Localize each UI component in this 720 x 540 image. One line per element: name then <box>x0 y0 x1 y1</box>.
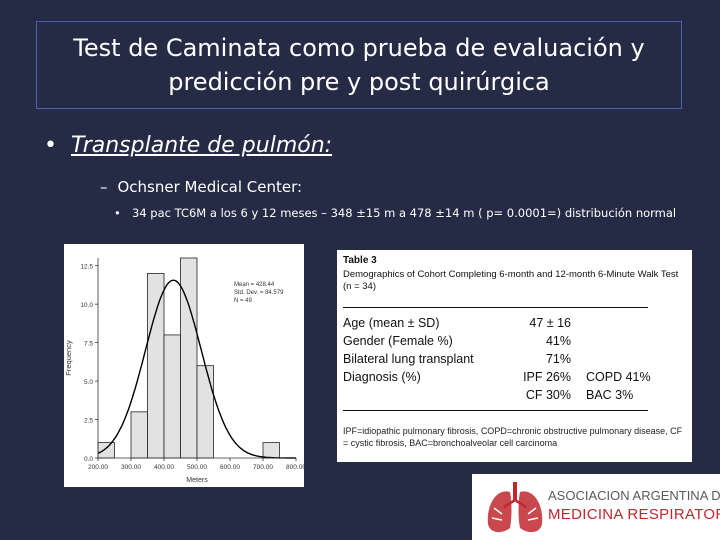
histogram-bar <box>163 334 181 459</box>
histogram-panel: 0.0 2.5 5.0 7.5 10.0 12.5 200.00 300.00 400.00 50… <box>64 244 306 487</box>
table-row: Age (mean ± SD) 47 ± 16 <box>343 316 678 332</box>
normal-curve <box>97 279 296 459</box>
x-tick-label: 800.00 <box>286 464 304 471</box>
x-axis-label: Meters <box>186 477 208 484</box>
x-tick-label: 600.00 <box>220 464 240 471</box>
y-tick-label: 2.5 <box>84 418 93 425</box>
row-value: 47 ± 16 <box>529 316 571 330</box>
histogram-bar <box>262 442 280 459</box>
stats-label: Std. Dev. = 84.579 <box>234 290 284 296</box>
lungs-icon <box>487 482 543 533</box>
table-row: CF 30% BAC 3% <box>343 388 678 404</box>
bullet-dot: • <box>44 133 57 158</box>
y-axis-label: Frequency <box>64 340 73 376</box>
histogram-bar <box>130 411 148 459</box>
association-logo: ASOCIACION ARGENTINA DE MEDICINA RESPIRA… <box>472 474 720 540</box>
row-label: Diagnosis (%) <box>343 370 421 384</box>
y-tick-label: 12.5 <box>80 264 93 271</box>
logo-line-1: ASOCIACION ARGENTINA DE <box>548 488 720 503</box>
y-tick-label: 10.0 <box>80 302 93 309</box>
bullet-ochsner: – Ochsner Medical Center: <box>100 178 302 196</box>
row-value: 71% <box>545 352 571 366</box>
slide-title-box: Test de Caminata como prueba de evaluaci… <box>36 21 682 109</box>
row-value-2: COPD 41% <box>586 370 651 384</box>
y-tick-label: 0.0 <box>84 456 93 463</box>
table-bottom-rule <box>343 410 648 411</box>
row-value: IPF 26% <box>523 370 571 384</box>
table-top-rule <box>343 307 648 308</box>
table-title: Table 3 <box>343 255 377 266</box>
row-label: Age (mean ± SD) <box>343 316 440 330</box>
bullet-lung-transplant: • Transplante de pulmón: <box>44 133 332 158</box>
bullet-ochsner-text: Ochsner Medical Center: <box>117 178 303 196</box>
histogram-chart: 0.0 2.5 5.0 7.5 10.0 12.5 200.00 300.00 400.00 50… <box>64 257 306 484</box>
histogram-bar <box>147 272 165 459</box>
x-tick-label: 700.00 <box>253 464 273 471</box>
bullet-dot-small: • <box>114 206 121 220</box>
table-caption: Demographics of Cohort Completing 6-mont… <box>343 269 679 292</box>
x-tick-label: 300.00 <box>121 464 141 471</box>
x-tick-label: 500.00 <box>187 464 207 471</box>
slide-title: Test de Caminata como prueba de evaluaci… <box>73 34 645 96</box>
stats-label: N = 49 <box>234 298 253 304</box>
table-row: Bilateral lung transplant 71% <box>343 352 678 368</box>
table-row: Gender (Female %) 41% <box>343 334 678 350</box>
x-tick-label: 400.00 <box>154 464 174 471</box>
x-tick-label: 200.00 <box>88 464 108 471</box>
bullet-dash: – <box>100 178 108 196</box>
row-value: CF 30% <box>525 388 571 402</box>
table-footnote: IPF=idiopathic pulmonary fibrosis, COPD=… <box>343 426 683 448</box>
y-tick-label: 5.0 <box>84 379 93 386</box>
stats-label: Mean = 428.44 <box>234 282 275 288</box>
row-value: 41% <box>545 334 571 348</box>
y-tick-label: 7.5 <box>84 341 93 348</box>
bullet-lung-transplant-text: Transplante de pulmón: <box>70 133 333 158</box>
logo-text: ASOCIACION ARGENTINA DE MEDICINA RESPIRA… <box>548 486 720 524</box>
histogram-bar <box>97 442 115 459</box>
bullet-results: • 34 pac TC6M a los 6 y 12 meses – 348 ±… <box>114 204 694 222</box>
histogram-bar <box>180 257 198 459</box>
logo-line-2: MEDICINA RESPIRATORIA <box>548 506 720 523</box>
row-label: Gender (Female %) <box>343 334 453 348</box>
histogram-bar <box>196 365 214 459</box>
row-value-2: BAC 3% <box>586 388 634 402</box>
table-row: Diagnosis (%) IPF 26% COPD 41% <box>343 370 678 386</box>
row-label: Bilateral lung transplant <box>343 352 474 366</box>
bullet-results-text: 34 pac TC6M a los 6 y 12 meses – 348 ±15… <box>132 206 677 220</box>
demographics-table: Table 3 Demographics of Cohort Completin… <box>337 250 692 462</box>
